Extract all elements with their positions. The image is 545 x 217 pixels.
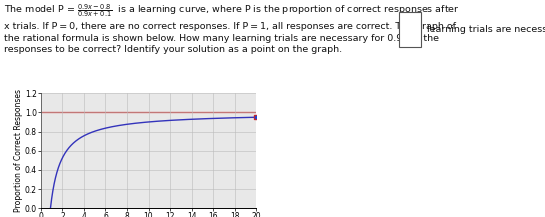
Text: The model P = $\frac{0.9x-0.8}{0.9x+0.1}$  is a learning curve, where P is the p: The model P = $\frac{0.9x-0.8}{0.9x+0.1}… — [4, 2, 459, 54]
Y-axis label: Proportion of Correct Responses: Proportion of Correct Responses — [14, 89, 23, 212]
Text: learning trials are necessary.: learning trials are necessary. — [427, 25, 545, 34]
FancyBboxPatch shape — [399, 12, 421, 47]
